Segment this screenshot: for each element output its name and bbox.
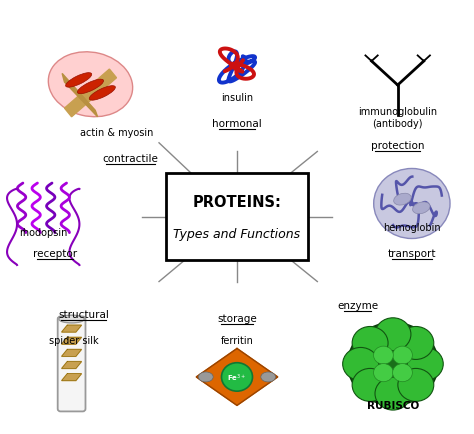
Circle shape <box>407 348 443 381</box>
Polygon shape <box>196 349 278 405</box>
Polygon shape <box>62 326 82 332</box>
Text: insulin: insulin <box>221 93 253 103</box>
Circle shape <box>392 346 412 365</box>
Text: PROTEINS:: PROTEINS: <box>192 194 282 209</box>
FancyBboxPatch shape <box>58 317 85 411</box>
Text: Types and Functions: Types and Functions <box>173 228 301 241</box>
Text: spider silk: spider silk <box>49 335 99 345</box>
Text: immunoglobulin
(antibody): immunoglobulin (antibody) <box>358 106 437 128</box>
Ellipse shape <box>65 73 92 88</box>
Polygon shape <box>62 374 82 381</box>
Circle shape <box>375 318 411 351</box>
Text: contractile: contractile <box>103 154 159 164</box>
Polygon shape <box>62 350 82 356</box>
Polygon shape <box>62 362 82 368</box>
Circle shape <box>352 368 388 401</box>
Polygon shape <box>62 338 82 345</box>
Text: RUBISCO: RUBISCO <box>367 400 419 410</box>
Ellipse shape <box>59 316 84 323</box>
Text: storage: storage <box>217 314 257 324</box>
Ellipse shape <box>261 372 275 382</box>
FancyBboxPatch shape <box>166 174 308 260</box>
Ellipse shape <box>89 86 115 101</box>
Circle shape <box>398 327 434 360</box>
Circle shape <box>392 364 412 382</box>
Text: enzyme: enzyme <box>337 301 378 311</box>
Text: receptor: receptor <box>33 249 77 259</box>
Circle shape <box>348 323 438 405</box>
Ellipse shape <box>394 194 411 206</box>
Ellipse shape <box>412 202 430 214</box>
Circle shape <box>374 364 393 382</box>
Text: actin & myosin: actin & myosin <box>80 128 153 138</box>
Circle shape <box>375 377 411 410</box>
Circle shape <box>352 327 388 360</box>
Text: ferritin: ferritin <box>220 335 254 345</box>
Circle shape <box>374 346 393 365</box>
Text: Fe$^{3+}$: Fe$^{3+}$ <box>228 372 246 383</box>
Text: protection: protection <box>371 141 424 151</box>
Circle shape <box>221 363 253 391</box>
Text: structural: structural <box>58 309 109 319</box>
Polygon shape <box>62 74 98 118</box>
Ellipse shape <box>48 53 133 118</box>
Polygon shape <box>64 70 117 118</box>
Ellipse shape <box>199 372 213 382</box>
Circle shape <box>374 169 450 239</box>
Text: hemoglobin: hemoglobin <box>383 223 441 233</box>
Circle shape <box>398 368 434 401</box>
Text: transport: transport <box>388 249 436 259</box>
Circle shape <box>343 348 379 381</box>
Ellipse shape <box>77 80 103 95</box>
Text: hormonal: hormonal <box>212 119 262 129</box>
Text: rhodopsin: rhodopsin <box>19 227 67 237</box>
